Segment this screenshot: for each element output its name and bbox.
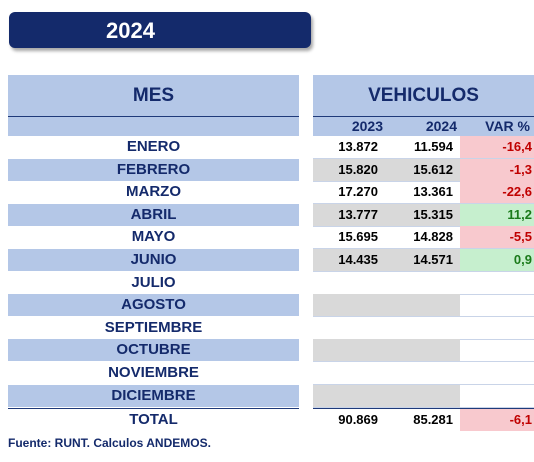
value-2023: 13.777 — [338, 207, 378, 222]
row-separator — [313, 316, 534, 317]
month-cell: JULIO — [131, 274, 176, 291]
variation-cell — [460, 272, 534, 294]
variation-cell — [460, 294, 534, 316]
year-2024-header: 2024 — [425, 118, 457, 134]
value-2024: 14.571 — [413, 252, 453, 267]
row-separator — [313, 203, 534, 204]
variation-cell — [460, 362, 534, 384]
table-row: AGOSTO — [0, 294, 534, 316]
variation-cell — [460, 339, 534, 361]
table-row: FEBRERO 15.820 15.612 -1,3 — [0, 159, 534, 181]
month-cell: NOVIEMBRE — [108, 364, 199, 381]
total-variation: -6,1 — [460, 409, 534, 431]
variation-cell: -1,3 — [460, 159, 534, 181]
year-2023-header: 2023 — [351, 118, 383, 134]
values-cell — [313, 339, 460, 361]
month-cell: AGOSTO — [8, 294, 299, 316]
value-2023: 17.270 — [338, 184, 378, 199]
variation-cell: -16,4 — [460, 136, 534, 158]
source-footnote: Fuente: RUNT. Calculos ANDEMOS. — [8, 436, 211, 450]
values-cell: 14.435 14.571 — [313, 249, 460, 271]
month-cell: JUNIO — [8, 249, 299, 271]
values-cell: 13.777 15.315 — [313, 204, 460, 226]
values-cell: 15.820 15.612 — [313, 159, 460, 181]
value-2023: 13.872 — [338, 139, 378, 154]
value-2023: 15.695 — [338, 229, 378, 244]
variation-cell — [460, 385, 534, 407]
header-divider-right — [313, 116, 534, 117]
month-cell: MAYO — [131, 228, 176, 245]
table-row: JUNIO 14.435 14.571 0,9 — [0, 249, 534, 271]
value-2024: 15.612 — [413, 162, 453, 177]
vehicles-subheader-band — [313, 117, 534, 136]
variation-cell — [460, 317, 534, 339]
month-cell: DICIEMBRE — [8, 385, 299, 407]
total-label: TOTAL — [129, 411, 178, 428]
month-cell: OCTUBRE — [8, 339, 299, 361]
table-row: MAYO 15.695 14.828 -5,5 — [0, 226, 534, 248]
table-row: ABRIL 13.777 15.315 11,2 — [0, 204, 534, 226]
values-cell — [313, 385, 460, 407]
month-cell: FEBRERO — [8, 159, 299, 181]
month-cell: SEPTIEMBRE — [104, 319, 203, 336]
value-2024: 15.315 — [413, 207, 453, 222]
month-cell: ABRIL — [8, 204, 299, 226]
header-divider-left — [8, 116, 299, 117]
total-data-cell: 90.869 85.281 — [313, 409, 460, 431]
row-separator — [313, 384, 534, 385]
month-subheader-band — [8, 117, 299, 136]
value-2024: 13.361 — [413, 184, 453, 199]
table-row: DICIEMBRE — [0, 385, 534, 407]
page-title: 2024 — [106, 18, 155, 43]
variation-cell: 0,9 — [460, 249, 534, 271]
month-cell: ENERO — [126, 138, 181, 155]
table-row: OCTUBRE — [0, 339, 534, 361]
variation-cell: -5,5 — [460, 226, 534, 248]
row-separator — [313, 271, 534, 272]
row-separator — [313, 158, 534, 159]
month-column-header: MES — [8, 75, 299, 116]
total-divider-right — [313, 408, 534, 409]
row-separator — [313, 407, 534, 408]
total-divider-left — [8, 408, 299, 409]
value-2023: 15.820 — [338, 162, 378, 177]
variation-cell: -22,6 — [460, 181, 534, 203]
row-separator — [313, 361, 534, 362]
values-cell — [313, 272, 460, 294]
month-cell: MARZO — [126, 183, 181, 200]
values-cell: 15.695 14.828 — [313, 226, 460, 248]
table-row: SEPTIEMBRE — [0, 317, 534, 339]
table-row: MARZO 17.270 13.361 -22,6 — [0, 181, 534, 203]
row-separator — [313, 181, 534, 182]
variation-cell: 11,2 — [460, 204, 534, 226]
value-2024: 14.828 — [413, 229, 453, 244]
table-row: JULIO — [0, 272, 534, 294]
total-2023: 90.869 — [338, 412, 378, 427]
title-banner: 2024 — [9, 12, 311, 48]
row-separator — [313, 226, 534, 227]
values-cell: 17.270 13.361 — [313, 181, 460, 203]
table-row: NOVIEMBRE — [0, 362, 534, 384]
values-cell: 13.872 11.594 — [313, 136, 460, 158]
vehicles-column-header: VEHICULOS — [313, 75, 534, 116]
values-cell — [313, 317, 460, 339]
variation-header: VAR % — [485, 118, 530, 134]
row-separator — [313, 248, 534, 249]
value-2024: 11.594 — [413, 139, 453, 154]
value-2023: 14.435 — [338, 252, 378, 267]
values-cell — [313, 294, 460, 316]
table-row: ENERO 13.872 11.594 -16,4 — [0, 136, 534, 158]
total-2024: 85.281 — [413, 412, 453, 427]
total-row: TOTAL 90.869 85.281 -6,1 — [0, 409, 534, 431]
values-cell — [313, 362, 460, 384]
